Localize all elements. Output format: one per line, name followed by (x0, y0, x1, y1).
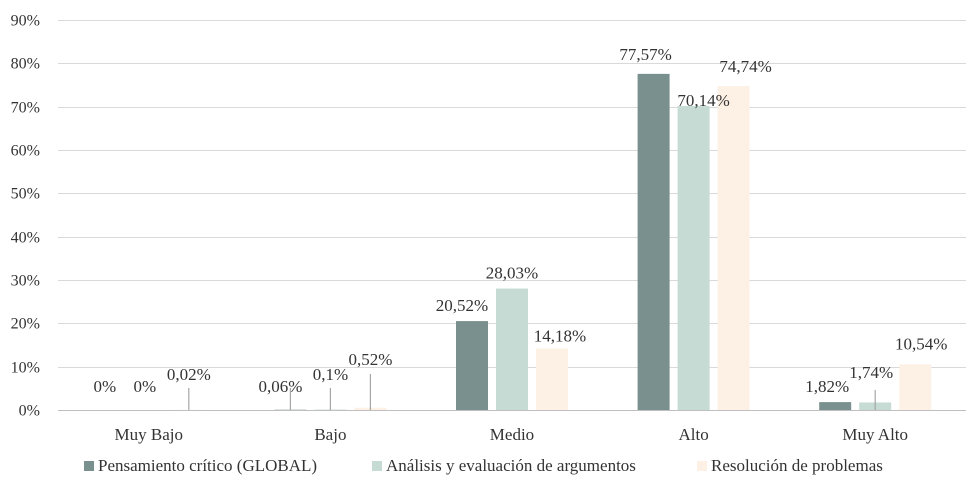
legend-label: Resolución de problemas (711, 456, 883, 475)
y-tick-label: 80% (11, 56, 40, 73)
category-label: Alto (678, 425, 708, 444)
legend-swatch (697, 461, 707, 471)
x-axis-categories: Muy Bajo Bajo Medio Alto Muy Alto (115, 425, 908, 444)
data-label: 0,02% (167, 365, 211, 384)
y-tick-label: 90% (11, 13, 40, 30)
y-tick-label: 50% (11, 186, 40, 203)
data-labels: 0% 0% 0,02% 0,06% 0,1%0,52% 20,52% 28,03% 14,18… (93, 45, 947, 396)
data-label: 0,52% (348, 350, 392, 369)
y-tick-label: 10% (11, 360, 40, 377)
category-label: Bajo (314, 425, 346, 444)
data-label: 1,74% (849, 363, 893, 382)
legend: Pensamiento crítico (GLOBAL) Análisis y e… (84, 456, 883, 475)
data-label: 14,18% (534, 327, 586, 346)
y-tick-label: 70% (11, 100, 40, 117)
y-tick-label: 40% (11, 230, 40, 247)
bar (717, 86, 750, 411)
data-label: 0,1% (313, 365, 348, 384)
data-label: 0,06% (258, 377, 302, 396)
bar (456, 321, 488, 410)
legend-swatch (372, 461, 382, 471)
legend-label: Análisis y evaluación de argumentos (386, 456, 636, 475)
data-label: 0% (93, 377, 116, 396)
data-label: 70,14% (677, 91, 729, 110)
y-tick-label: 30% (11, 273, 40, 290)
data-label: 1,82% (805, 377, 849, 396)
y-tick-label: 0% (19, 403, 40, 420)
y-axis-ticks: 0% 10% 20% 30% 40% 50% 60% 70% 80% 90% (11, 13, 40, 420)
label-leaders (188, 374, 876, 410)
bars (172, 73, 932, 411)
bar (899, 364, 932, 410)
data-label: 28,03% (486, 264, 538, 283)
bar (677, 106, 710, 410)
data-label: 74,74% (719, 57, 771, 76)
data-label: 0% (133, 377, 156, 396)
bar (819, 402, 852, 410)
bar (536, 348, 568, 410)
y-tick-label: 20% (11, 316, 40, 333)
data-label: 10,54% (895, 334, 947, 353)
category-label: Medio (490, 425, 534, 444)
bar (496, 288, 528, 410)
category-label: Muy Alto (842, 425, 908, 444)
data-label: 77,57% (619, 45, 671, 64)
y-tick-label: 60% (11, 143, 40, 160)
legend-swatch (84, 461, 94, 471)
data-label: 20,52% (436, 296, 488, 315)
bar (637, 73, 670, 410)
category-label: Muy Bajo (115, 425, 183, 444)
legend-label: Pensamiento crítico (GLOBAL) (98, 456, 317, 475)
gridlines (58, 20, 966, 411)
